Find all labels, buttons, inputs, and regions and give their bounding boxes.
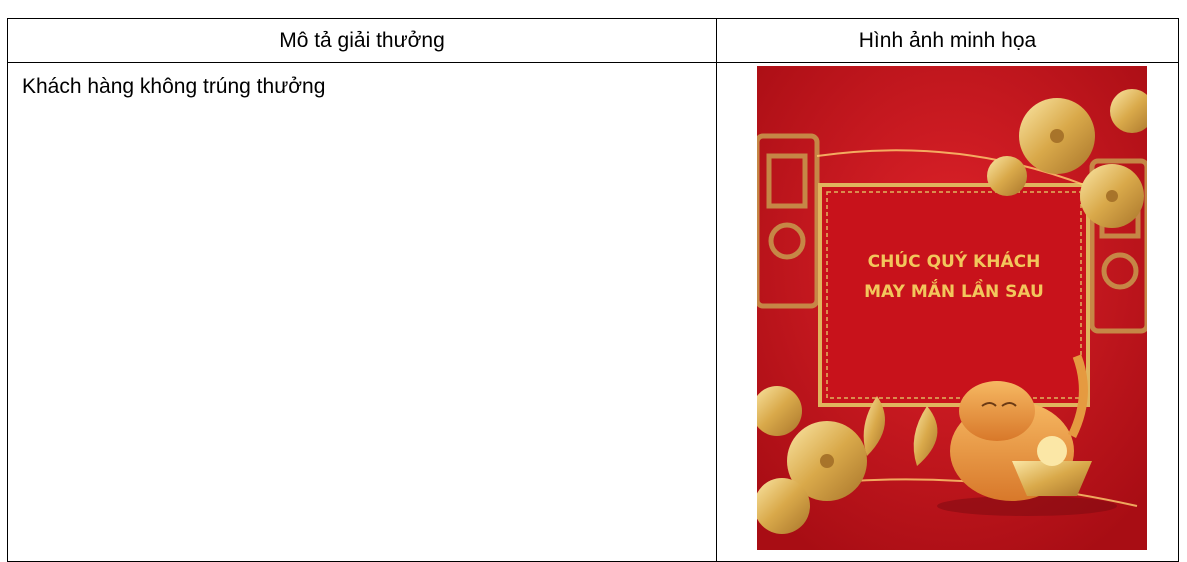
page: Mô tả giải thưởng Hình ảnh minh họa Khác… (7, 18, 1179, 562)
header-cell: Mô tả giải thưởng (7, 18, 717, 63)
description: Khách hàng không trúng thưởng (22, 75, 326, 98)
header-text: Hình ảnh minh họa (858, 28, 1037, 52)
header-cell: Hình ảnh minh họa (716, 18, 1179, 63)
header-text: Mô tả giải thưởng (279, 28, 445, 52)
illustration: CHÚC QUÝ KHÁCH MAY MẮN LẦN SAU (757, 66, 1147, 550)
table-cell (7, 62, 717, 562)
illustration-text: MAY MẮN LẦN SAU (864, 278, 1044, 302)
illustration-text: CHÚC QUÝ KHÁCH (868, 250, 1041, 272)
